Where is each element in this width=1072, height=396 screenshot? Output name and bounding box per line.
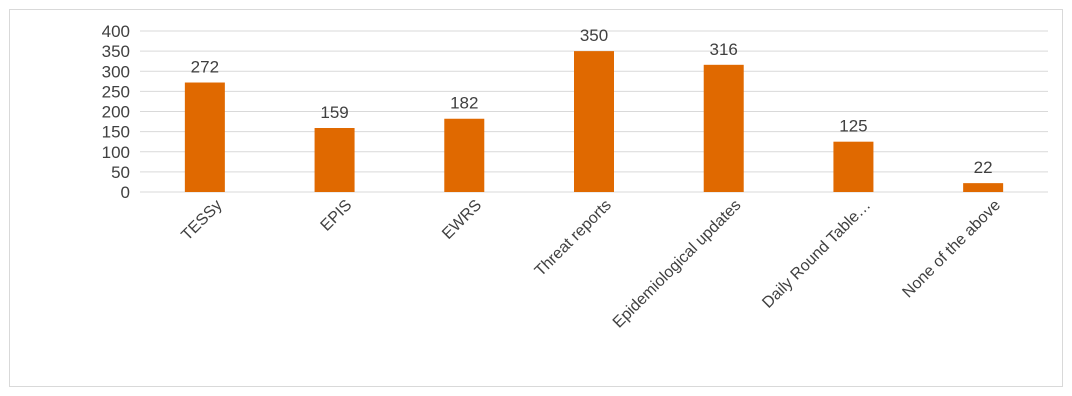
- data-label: 316: [710, 40, 738, 59]
- bar: [963, 183, 1004, 192]
- x-tick-label: Threat reports: [532, 197, 615, 280]
- x-tick-label: TESSy: [178, 197, 225, 244]
- data-label: 272: [191, 58, 219, 77]
- data-label: 182: [450, 94, 478, 113]
- data-label: 159: [320, 103, 348, 122]
- y-tick-label: 400: [102, 22, 130, 41]
- x-tick-label: Daily Round Table…: [759, 197, 874, 312]
- y-tick-label: 300: [102, 62, 130, 81]
- y-tick-label: 150: [102, 123, 130, 142]
- y-tick-label: 200: [102, 103, 130, 122]
- bar: [833, 141, 874, 192]
- y-tick-label: 250: [102, 82, 130, 101]
- bar: [314, 128, 355, 192]
- x-tick-label: EWRS: [439, 197, 485, 243]
- x-tick-label: EPIS: [318, 197, 356, 235]
- bars: [184, 51, 1004, 192]
- data-label: 350: [580, 26, 608, 45]
- chart-frame: [9, 9, 1063, 387]
- data-label: 125: [839, 117, 867, 136]
- y-tick-label: 350: [102, 42, 130, 61]
- bar: [703, 64, 744, 192]
- data-labels: 272 159 182 350 316 125 22: [191, 26, 993, 177]
- bar: [184, 82, 225, 192]
- data-label: 22: [974, 158, 993, 177]
- bar: [444, 118, 485, 192]
- y-tick-label: 0: [121, 183, 130, 202]
- x-tick-label: None of the above: [899, 197, 1004, 302]
- x-axis: TESSy EPIS EWRS Threat reportsEpidemiologic…: [178, 197, 1004, 332]
- y-tick-label: 50: [111, 163, 130, 182]
- bar: [574, 51, 614, 192]
- x-tick-label: Epidemiological updates: [610, 197, 745, 332]
- y-tick-label: 100: [102, 143, 130, 162]
